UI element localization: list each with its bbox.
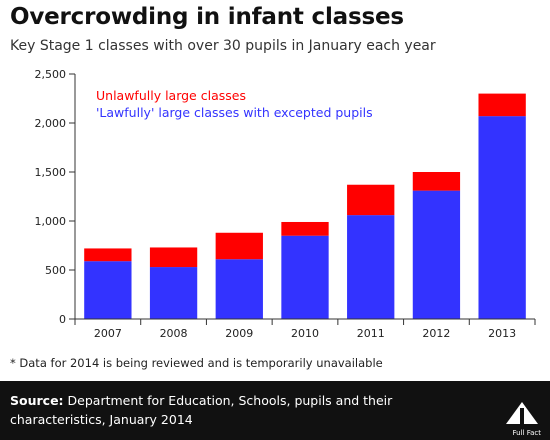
full-fact-logo-icon: [506, 402, 538, 424]
bar-lawful: [347, 215, 395, 319]
bar-unlawful: [478, 93, 526, 117]
y-tick-label: 500: [45, 264, 66, 277]
y-tick-label: 1,500: [35, 166, 67, 179]
source-label: Source:: [10, 393, 64, 408]
y-tick-label: 0: [59, 313, 66, 326]
bar-chart: 0 500 1,000 1,500 2,000 2,500 2007 2008 2009 2010…: [35, 68, 536, 340]
bar-unlawful: [215, 232, 263, 260]
bar-unlawful: [84, 248, 132, 262]
source-description: Department for Education, Schools, pupil…: [10, 393, 393, 427]
data-note: * Data for 2014 is being reviewed and is…: [10, 356, 383, 370]
footer: Source: Department for Education, School…: [0, 381, 550, 440]
legend-label: Unlawfully large classes: [96, 88, 246, 103]
bar-unlawful: [412, 172, 461, 191]
x-tick-label: 2008: [160, 327, 188, 340]
source-text: Source: Department for Education, School…: [10, 391, 460, 429]
y-tick-label: 1,000: [35, 215, 67, 228]
bar-unlawful: [149, 247, 198, 268]
x-tick-label: 2009: [225, 327, 253, 340]
bar-lawful: [281, 235, 329, 319]
bar-unlawful: [347, 184, 395, 216]
bar-lawful: [149, 267, 198, 319]
x-tick-label: 2010: [291, 327, 319, 340]
chart-subtitle: Key Stage 1 classes with over 30 pupils …: [10, 38, 436, 54]
bar-lawful: [215, 259, 263, 319]
bar-lawful: [84, 261, 132, 319]
bar-unlawful: [281, 221, 329, 236]
x-tick-label: 2012: [422, 327, 450, 340]
y-tick-label: 2,500: [35, 68, 67, 81]
x-tick-label: 2013: [488, 327, 516, 340]
y-tick-label: 2,000: [35, 117, 67, 130]
x-tick-label: 2011: [357, 327, 385, 340]
bar-lawful: [412, 190, 461, 319]
logo-text: Full Fact: [512, 429, 541, 437]
bar-lawful: [478, 116, 526, 319]
x-tick-label: 2007: [94, 327, 122, 340]
chart-title: Overcrowding in infant classes: [10, 4, 404, 30]
legend-label: 'Lawfully' large classes with excepted p…: [96, 105, 373, 120]
